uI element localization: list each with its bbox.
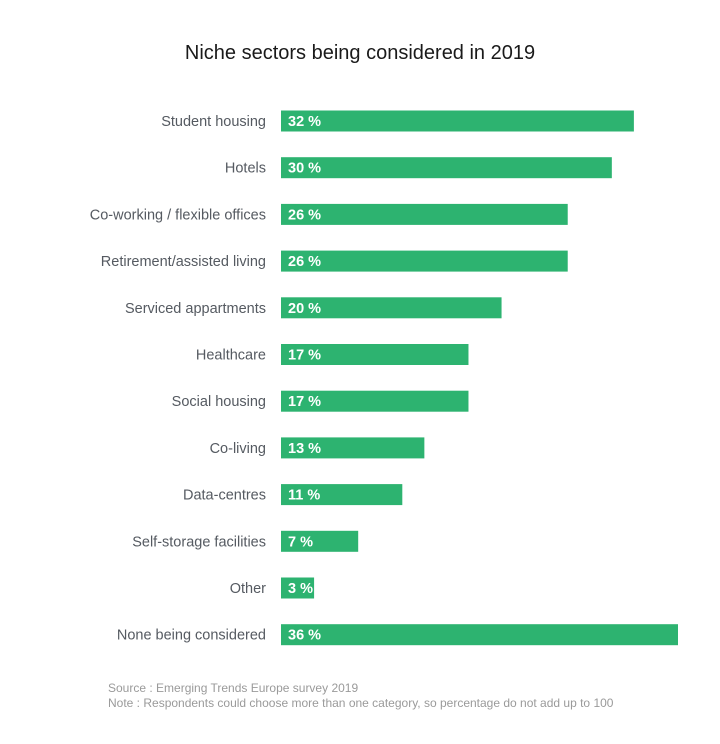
bar (281, 203, 568, 225)
category-label: Co-living (210, 441, 266, 457)
bar (281, 390, 469, 412)
category-label: Hotels (225, 161, 266, 177)
bar (281, 344, 469, 365)
category-label: Co-working / flexible offices (90, 207, 266, 223)
bar (281, 484, 403, 506)
bar (281, 437, 425, 459)
value-label: 36 % (288, 628, 321, 644)
value-label: 17 % (288, 394, 321, 410)
bar (281, 297, 502, 319)
category-label: Retirement/assisted living (101, 254, 266, 270)
value-label: 26 % (288, 254, 321, 270)
value-label: 3 % (288, 581, 313, 597)
bar (281, 530, 359, 552)
value-label: 17 % (288, 348, 321, 364)
value-label: 13 % (288, 441, 321, 457)
bar (281, 250, 568, 272)
value-label: 26 % (288, 207, 321, 223)
value-label: 32 % (288, 114, 321, 130)
category-label: Serviced appartments (125, 301, 266, 317)
value-label: 11 % (288, 488, 320, 504)
category-label: Data-centres (183, 488, 266, 504)
bar (281, 624, 678, 646)
value-label: 20 % (288, 301, 321, 317)
value-label: 30 % (288, 161, 321, 177)
source-note: Source : Emerging Trends Europe survey 2… (108, 681, 359, 695)
chart-title: Niche sectors being considered in 2019 (184, 42, 536, 64)
bar (281, 157, 612, 179)
value-label: 7 % (288, 534, 313, 550)
bar (281, 110, 634, 132)
methodology-note: Note : Respondents could choose more tha… (108, 696, 614, 710)
category-label: Healthcare (196, 348, 266, 364)
category-label: Social housing (172, 394, 266, 410)
category-label: Other (230, 581, 266, 597)
bar (281, 577, 315, 599)
category-label: None being considered (117, 628, 266, 644)
chart-footer: Source : Emerging Trends Europe survey 2… (108, 681, 613, 711)
category-label: Self-storage facilities (132, 534, 266, 550)
category-label: Student housing (161, 114, 266, 130)
bar-chart: Student housing 32 % Hotels 30 % Co-working … (90, 110, 678, 646)
